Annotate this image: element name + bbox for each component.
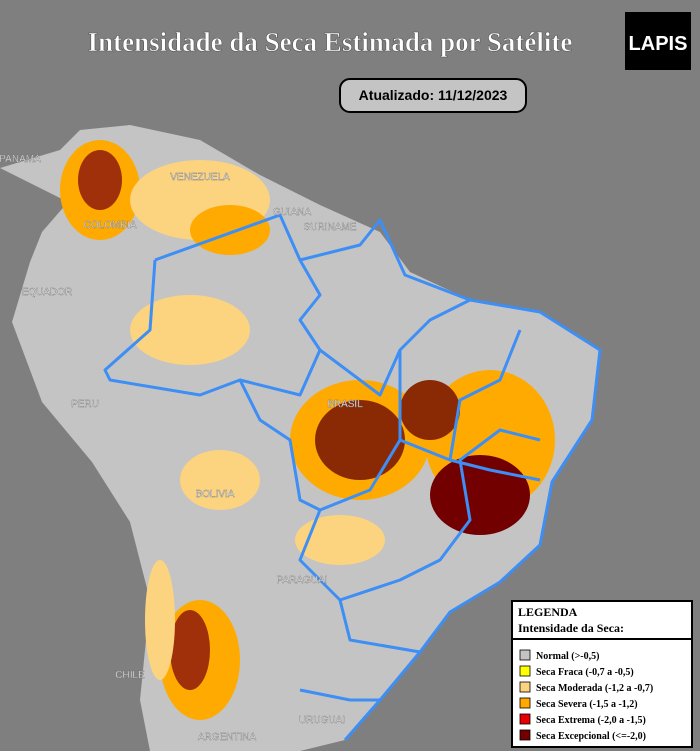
country-label: PERU [71, 399, 99, 410]
country-label: ARGENTINA [198, 732, 257, 743]
logo: LAPIS [629, 33, 688, 55]
legend-label: Seca Fraca (-0,7 a -0,5) [536, 667, 634, 678]
legend-swatch [519, 729, 531, 741]
country-label: COLOMBIA [84, 220, 137, 231]
country-label: CHILE [115, 670, 145, 681]
legend-label: Seca Severa (-1,5 a -1,2) [536, 699, 638, 710]
country-label: GUIANA [273, 207, 312, 218]
legend-swatch [519, 681, 531, 693]
logo-box [625, 12, 691, 70]
legend-title: LEGENDA [518, 605, 578, 619]
country-label: SURINAME [304, 222, 357, 233]
country-labels: PANAMÁ VENEZUELA COLOMBIA GUIANA SURINAM… [0, 152, 363, 743]
legend-label: Seca Extrema (-2,0 a -1,5) [536, 715, 646, 726]
legend-label: Seca Moderada (-1,2 a -0,7) [536, 683, 653, 694]
update-box [339, 78, 527, 113]
legend-swatch [519, 649, 531, 661]
country-label: BRASIL [327, 399, 363, 410]
country-label: PARAGUAI [277, 575, 328, 586]
title: Intensidade da Seca Estimada por Satélit… [88, 27, 573, 57]
country-label: BOLIVIA [196, 489, 235, 500]
legend-subtitle: Intensidade da Seca: [518, 621, 624, 635]
legend-label: Normal (>-0,5) [536, 651, 599, 662]
legend-swatch [519, 665, 531, 677]
legend-label: Seca Excepcional (<=-2,0) [536, 731, 646, 742]
country-label: URUGUAI [299, 715, 345, 726]
update-date: Atualizado: 11/12/2023 [359, 87, 508, 103]
legend-header [511, 600, 693, 640]
state-borders [103, 213, 602, 741]
legend-swatch [519, 697, 531, 709]
legend-swatch [519, 713, 531, 725]
legend: LEGENDA Intensidade da Seca: Normal (>-0… [511, 600, 693, 748]
country-label: PANAMÁ [0, 152, 41, 165]
country-label: VENEZUELA [170, 172, 230, 183]
country-label: EQUADOR [22, 287, 73, 298]
